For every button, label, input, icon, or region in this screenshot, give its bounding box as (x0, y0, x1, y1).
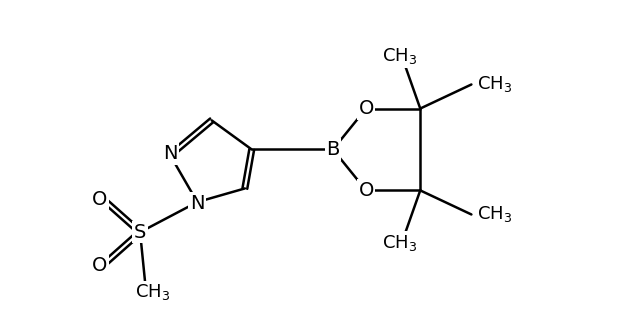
Text: CH$_3$: CH$_3$ (477, 74, 512, 94)
Text: CH$_3$: CH$_3$ (477, 205, 512, 224)
Text: O: O (92, 190, 108, 209)
Text: CH$_3$: CH$_3$ (381, 233, 417, 253)
Text: O: O (358, 99, 374, 118)
Text: CH$_3$: CH$_3$ (134, 282, 170, 302)
Text: CH$_3$: CH$_3$ (381, 46, 417, 66)
Text: O: O (92, 256, 108, 275)
Text: N: N (190, 194, 205, 213)
Text: O: O (358, 181, 374, 200)
Text: B: B (326, 140, 340, 159)
Text: N: N (163, 144, 177, 164)
Text: S: S (134, 223, 147, 242)
